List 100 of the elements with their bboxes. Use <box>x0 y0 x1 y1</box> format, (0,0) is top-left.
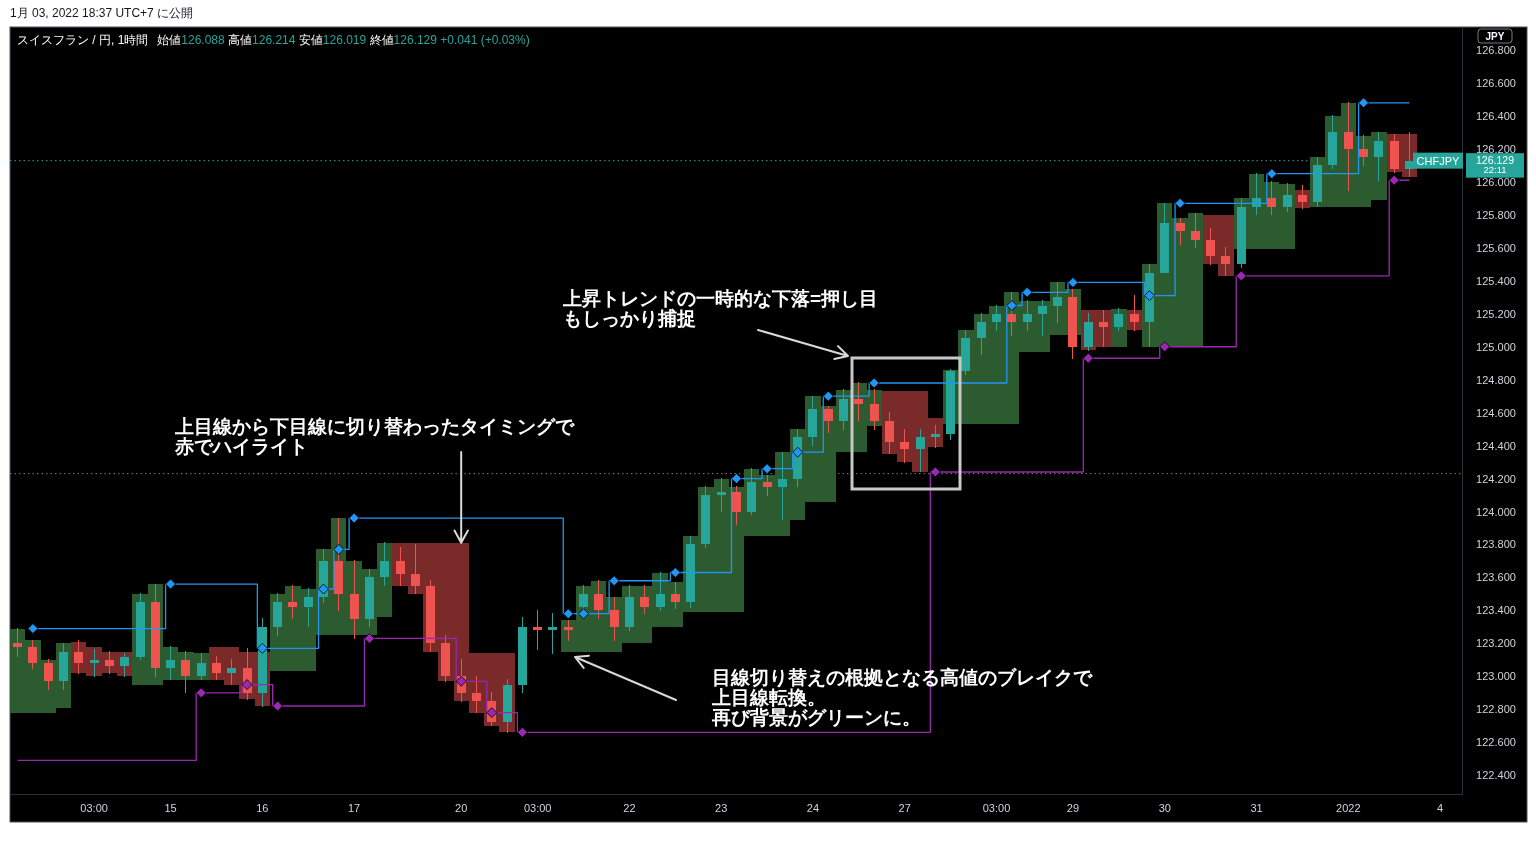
point <box>516 726 528 738</box>
candlestick <box>763 475 772 496</box>
point <box>1021 286 1033 298</box>
candlestick <box>1023 300 1032 331</box>
point <box>1235 270 1247 282</box>
candlestick <box>701 486 710 548</box>
annotation: 上昇トレンドの一時的な下落=押し目もしっかり捕捉 <box>562 288 879 329</box>
candlestick <box>610 597 619 641</box>
text: 126.129 22:11 <box>1476 153 1515 176</box>
candlestick <box>747 468 756 515</box>
y-tick-label: 122.400 <box>1476 769 1516 782</box>
y-tick-label: 122.800 <box>1476 703 1516 716</box>
candlestick <box>90 649 99 677</box>
candlestick <box>1237 198 1246 268</box>
y-tick-label: 124.600 <box>1476 406 1516 419</box>
candlestick <box>350 560 359 639</box>
candlestick <box>44 659 53 690</box>
point <box>562 608 574 620</box>
point <box>1082 352 1094 364</box>
y-tick-label: 125.400 <box>1476 274 1516 287</box>
y-axis-title: JPY <box>1485 31 1505 42</box>
point <box>1388 174 1400 186</box>
annotation: 再び背景がグリーンに。 <box>711 707 921 728</box>
point <box>272 700 284 712</box>
candlestick <box>1359 135 1368 166</box>
candlestick <box>59 643 68 690</box>
point <box>578 608 589 620</box>
point <box>1266 168 1278 180</box>
candlestick <box>854 382 863 421</box>
point <box>822 390 834 402</box>
candlestick <box>396 547 405 586</box>
y-tick-label: 122.600 <box>1476 736 1516 749</box>
y-tick-label: 125.800 <box>1476 208 1516 221</box>
candlestick <box>900 429 909 463</box>
y-tick-label: 123.600 <box>1476 571 1516 584</box>
y-tick-label: 125.000 <box>1476 340 1516 353</box>
point <box>256 642 268 654</box>
point <box>669 567 681 578</box>
x-tick-label: 22 <box>623 802 636 814</box>
y-tick-label: 124.800 <box>1476 373 1516 386</box>
point <box>195 687 207 699</box>
candlestick <box>548 613 557 654</box>
candlestick <box>1053 282 1062 323</box>
candlestick <box>839 389 848 430</box>
point <box>241 679 253 690</box>
annotation: 上目線から下目線に切り替わったタイミングで赤でハイライト <box>174 416 575 457</box>
y-tick-label: 126.000 <box>1476 175 1516 188</box>
point <box>333 544 345 555</box>
y-tick-label: 125.200 <box>1476 307 1516 320</box>
candlestick <box>885 412 894 454</box>
x-tick-label: 03:00 <box>523 802 552 814</box>
point <box>868 377 880 389</box>
y-tick-label: 123.800 <box>1476 538 1516 551</box>
y-tick-label: 123.200 <box>1476 637 1516 650</box>
candlestick <box>1328 115 1337 169</box>
x-tick-label: 03:00 <box>80 802 108 814</box>
y-tick-label: 125.600 <box>1476 241 1516 254</box>
candlestick <box>717 478 726 512</box>
x-tick-label: 03:00 <box>982 802 1011 814</box>
candlestick <box>1038 300 1047 336</box>
candlestick <box>1267 181 1276 215</box>
point <box>761 463 773 475</box>
candlestick <box>1298 185 1307 209</box>
candlestick <box>518 617 527 693</box>
candlestick <box>916 429 925 472</box>
y-tick-label: 124.400 <box>1476 439 1516 452</box>
y-tick-label: 123.400 <box>1476 604 1516 617</box>
candlestick <box>656 572 665 611</box>
text: 1月 03, 2022 18:37 UTC+7 に公開 <box>10 6 194 20</box>
candlestick <box>625 585 634 631</box>
point <box>792 446 804 458</box>
point <box>486 707 498 718</box>
point <box>318 583 329 595</box>
point <box>929 466 941 478</box>
candlestick <box>870 389 879 430</box>
candlestick <box>1160 203 1169 273</box>
candlestick <box>732 486 741 525</box>
point <box>1006 300 1018 311</box>
point <box>731 473 742 484</box>
candlestick <box>1344 102 1353 191</box>
ref-line-label: CHFJPY <box>1416 154 1461 167</box>
x-tick-label: 30 <box>1158 802 1171 814</box>
x-tick-label: 23 <box>715 802 728 814</box>
point <box>1174 197 1186 209</box>
candlestick <box>288 585 297 619</box>
candlestick <box>472 676 481 713</box>
candlestick <box>778 452 787 520</box>
candlestick <box>212 656 221 680</box>
candlestick <box>13 628 22 657</box>
candlestick <box>273 593 282 636</box>
text: 始値126.088 高値126.214 安値126.019 終値126.129 +0.041 (+0.03%) <box>157 33 530 47</box>
point <box>608 575 620 587</box>
candlestick <box>533 610 542 650</box>
candlestick <box>380 542 389 586</box>
y-tick-label: 124.200 <box>1476 472 1516 485</box>
x-tick-label: 27 <box>898 802 911 814</box>
candlestick <box>824 406 833 433</box>
candlestick <box>441 635 450 682</box>
y-tick-label: 124.000 <box>1476 505 1516 518</box>
text: スイスフラン / 円, 1時間 <box>17 33 149 47</box>
